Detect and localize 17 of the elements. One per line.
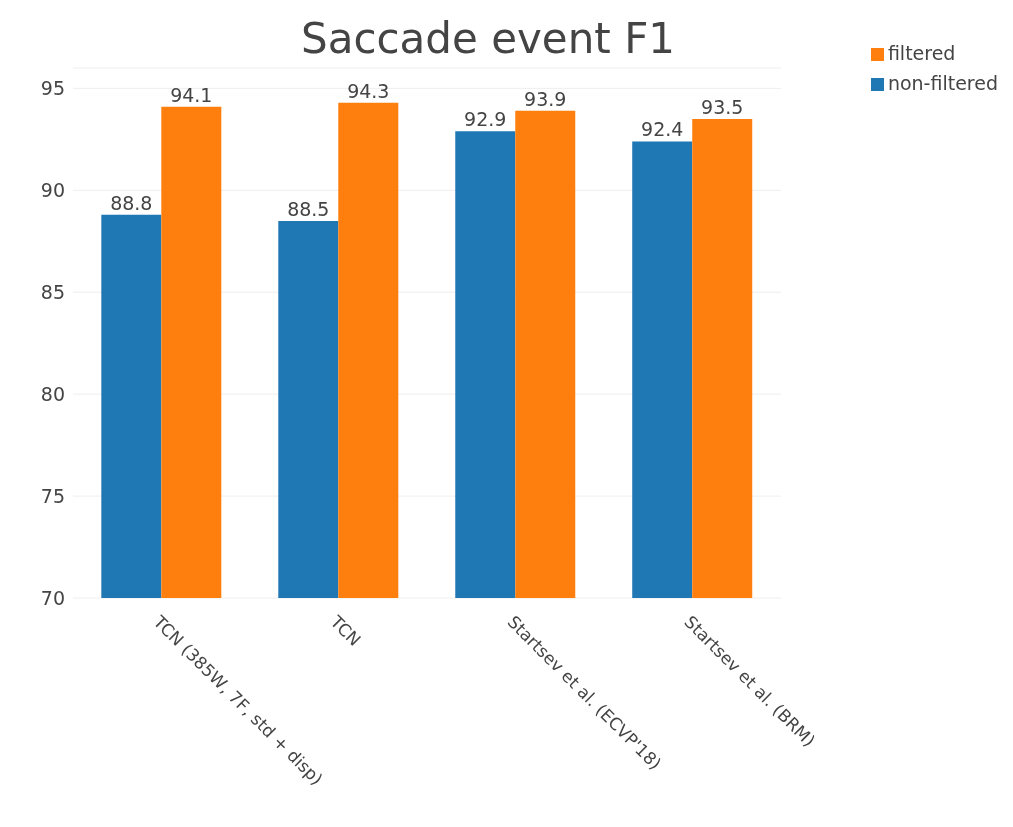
y-tick-label: 95 [40,77,65,100]
y-tick-label: 85 [40,280,65,303]
data-label: 94.1 [170,83,213,106]
data-label: 88.8 [110,191,153,214]
data-label: 93.9 [524,87,567,110]
y-tick-label: 80 [40,382,65,405]
data-label: 92.4 [641,118,684,141]
chart-title: Saccade event F1 [300,14,676,63]
data-label: 93.5 [701,95,744,118]
data-label: 94.3 [347,79,390,102]
legend-label: filtered [887,42,956,64]
legend-label: non-filtered [887,72,998,94]
y-tick-label: 75 [40,484,65,507]
y-tick-label: 90 [40,179,65,202]
data-label: 92.9 [464,108,507,131]
y-tick-label: 70 [40,586,65,609]
data-label: 88.5 [287,197,330,220]
